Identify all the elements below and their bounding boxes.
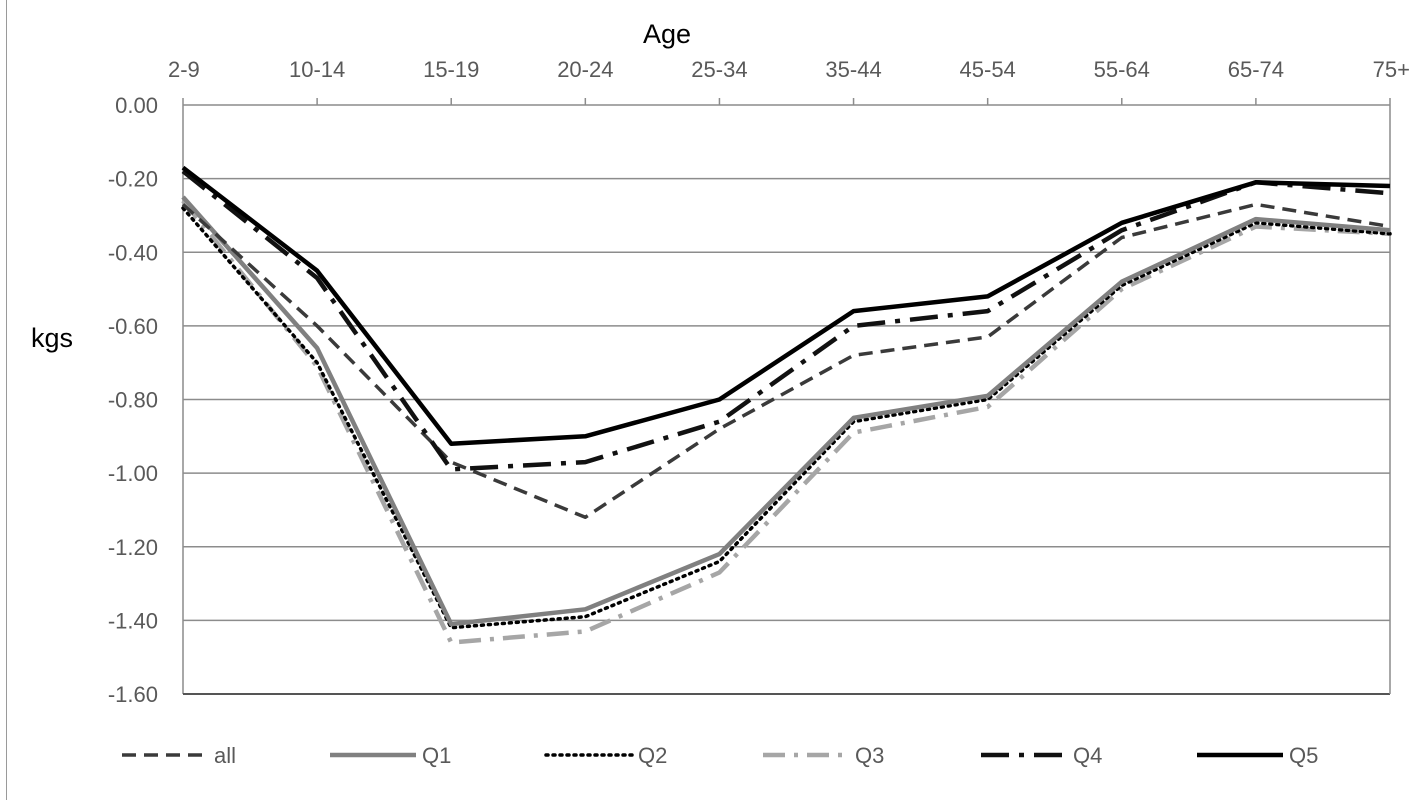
series-line-q4 [181,169,1391,472]
legend-label-q5: Q5 [1289,743,1318,768]
series-line-q2 [181,206,1392,630]
series-line-q3 [181,199,1391,645]
y-tick-label: -1.20 [108,535,158,560]
legend-label-q1: Q1 [422,743,451,768]
y-tick-label: -0.20 [108,167,158,192]
x-tick-labels: 2-9 10-14 15-19 20-24 25-34 35-44 45-54 55-64 65… [168,57,1410,82]
series-line-q5 [181,165,1391,446]
y-tick-label: 0.00 [115,93,158,118]
x-tick-label: 25-34 [691,57,747,82]
y-tick-label: -0.80 [108,388,158,413]
gridlines [183,177,1390,622]
y-tick-label: -1.40 [108,608,158,633]
legend: all Q1 Q2 Q3 Q4 Q5 [122,743,1318,768]
x-tick-label: 20-24 [557,57,613,82]
x-tick-label: 10-14 [289,57,345,82]
legend-label-all: all [214,743,236,768]
left-border-rule [6,0,7,800]
y-tick-labels: 0.00 -0.20 -0.40 -0.60 -0.80 -1.00 -1.20 -1.40 -… [108,93,158,707]
legend-label-q4: Q4 [1073,743,1102,768]
axes [182,98,1391,695]
legend-label-q3: Q3 [855,743,884,768]
series-lines [181,165,1392,645]
y-tick-label: -0.40 [108,240,158,265]
y-axis-title: kgs [31,323,73,353]
x-tick-label: 75+ [1373,57,1410,82]
y-tick-label: -1.00 [108,461,158,486]
y-tick-label: -1.60 [108,682,158,707]
x-tick-label: 65-74 [1228,57,1284,82]
x-tick-label: 35-44 [825,57,881,82]
series-line-q1 [181,195,1391,627]
x-tick-label: 45-54 [960,57,1016,82]
x-tick-label: 55-64 [1094,57,1150,82]
x-tick-label: 2-9 [168,57,200,82]
y-tick-label: -0.60 [108,314,158,339]
series-line-all [181,202,1391,520]
legend-label-q2: Q2 [638,743,667,768]
x-tick-label: 15-19 [423,57,479,82]
x-axis-title: Age [643,19,691,49]
